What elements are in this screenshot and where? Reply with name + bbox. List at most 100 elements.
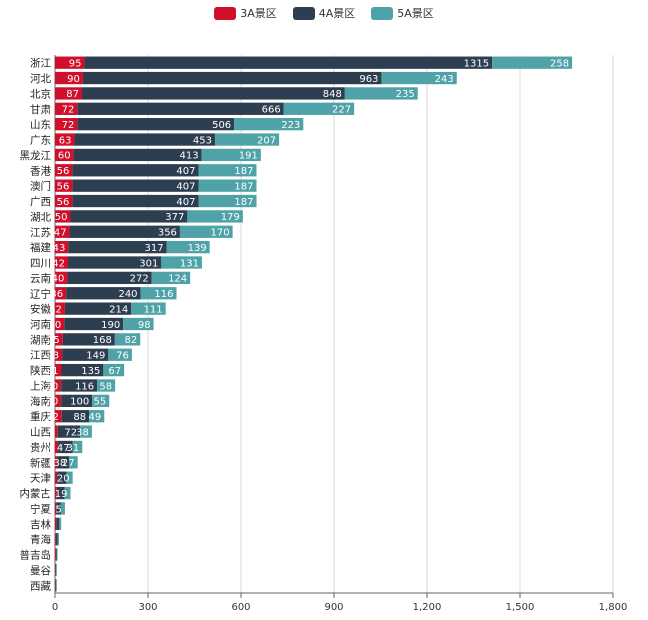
data-label: 72 (62, 105, 75, 116)
data-label: 116 (154, 289, 173, 300)
bar-2 (56, 548, 58, 561)
bar-0 (55, 410, 62, 423)
bar-1 (61, 394, 93, 408)
bar-0 (55, 333, 63, 346)
data-label: 76 (116, 351, 129, 362)
bar-1 (77, 102, 284, 115)
bar-2 (69, 456, 78, 469)
legend-item-1[interactable]: 4A景区 (292, 4, 356, 22)
bar-2 (198, 194, 257, 208)
data-label: 317 (145, 243, 164, 254)
x-tick-label: 1,500 (506, 602, 535, 613)
data-label: 50 (55, 212, 68, 223)
data-label: 31 (67, 443, 80, 454)
bar-0 (55, 502, 57, 515)
category-label: 西藏 (30, 580, 51, 592)
bar-1 (61, 363, 104, 377)
data-label: 413 (180, 151, 199, 162)
bar-0 (55, 302, 65, 315)
legend-item-2[interactable]: 5A景区 (371, 4, 434, 22)
legend-item-0[interactable]: 3A景区 (214, 4, 277, 22)
data-label: 56 (57, 181, 70, 192)
data-label: 170 (211, 228, 230, 239)
category-label: 香港 (30, 165, 51, 177)
bar-2 (140, 287, 177, 300)
x-tick-label: 600 (231, 602, 250, 613)
category-label: 河北 (30, 73, 51, 85)
bar-2 (59, 517, 62, 530)
bar-0 (55, 240, 69, 254)
data-label: 666 (262, 105, 281, 116)
legend: 3A景区 4A景区 5A景区 (0, 4, 648, 22)
bar-0 (55, 548, 56, 561)
x-tick-label: 0 (52, 602, 58, 613)
category-label: 重庆 (30, 410, 51, 423)
data-label: 1315 (464, 58, 489, 69)
data-label: 63 (59, 135, 72, 146)
category-label: 四川 (30, 258, 51, 270)
data-label: 38 (54, 458, 67, 469)
data-label: 139 (188, 243, 207, 254)
data-label: 235 (396, 89, 415, 100)
bar-2 (72, 440, 83, 454)
data-label: 9 (48, 427, 54, 438)
bar-1 (55, 563, 57, 577)
bar-2 (57, 533, 60, 546)
bar-2 (283, 102, 355, 115)
bar-2 (97, 379, 116, 392)
data-label: 82 (125, 335, 138, 346)
bar-0 (55, 486, 57, 500)
data-label: 214 (109, 304, 128, 315)
data-label: 60 (58, 151, 71, 162)
data-label: 38 (76, 427, 89, 438)
bar-1 (69, 225, 180, 238)
bar-1 (55, 548, 57, 561)
data-label: 10 (42, 443, 55, 454)
data-label: 100 (70, 397, 89, 408)
data-label: 149 (86, 351, 105, 362)
bar-2 (89, 410, 105, 423)
category-label: 贵州 (30, 441, 51, 454)
bar-2 (92, 394, 110, 408)
bar-1 (68, 240, 167, 254)
data-label: 36 (50, 289, 63, 300)
data-label: 187 (234, 166, 253, 177)
bar-0 (55, 210, 71, 223)
category-label: 北京 (30, 87, 51, 100)
legend-swatch (214, 6, 237, 20)
bar-1 (66, 287, 141, 300)
bar-2 (108, 348, 132, 361)
data-label: 258 (550, 58, 569, 69)
bar-0 (55, 579, 56, 592)
category-label: 湖北 (30, 211, 51, 223)
data-label: 56 (57, 166, 70, 177)
bar-2 (151, 271, 191, 285)
bar-0 (55, 179, 73, 192)
category-label: 宁夏 (30, 502, 51, 515)
legend-label: 4A景区 (318, 7, 356, 20)
data-label: 453 (193, 135, 212, 146)
bar-0 (55, 379, 62, 392)
data-label: 8 (48, 458, 54, 469)
data-label: 407 (176, 166, 195, 177)
bar-1 (70, 210, 188, 223)
bar-1 (77, 118, 235, 131)
data-label: 43 (53, 243, 66, 254)
bar-2 (161, 256, 202, 269)
data-label: 187 (234, 197, 253, 208)
bar-2 (66, 471, 73, 484)
data-label: 7 (48, 474, 54, 485)
x-tick-label: 900 (324, 602, 343, 613)
category-label: 内蒙古 (20, 487, 52, 500)
bar-1 (84, 56, 493, 69)
data-label: 23 (46, 351, 59, 362)
bar-1 (56, 517, 60, 530)
category-label: 河南 (30, 318, 51, 331)
bar-1 (61, 410, 90, 423)
bar-0 (55, 102, 78, 115)
data-label: 20 (45, 381, 58, 392)
category-label: 辽宁 (30, 287, 51, 300)
category-label: 湖南 (30, 333, 51, 346)
category-label: 上海 (30, 379, 51, 392)
data-label: 20 (45, 397, 58, 408)
